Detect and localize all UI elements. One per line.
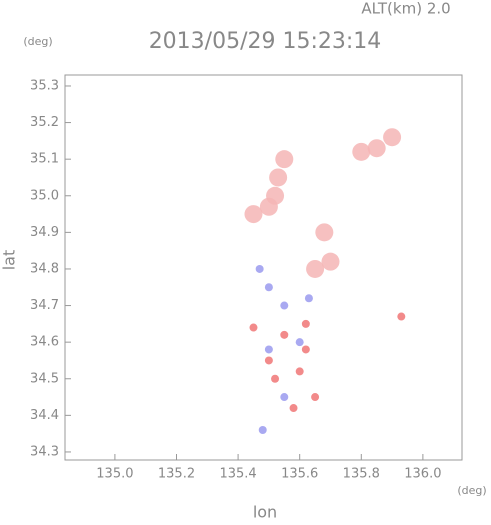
echo-point <box>321 252 340 271</box>
chart-title: 2013/05/29 15:23:14 <box>149 29 382 54</box>
y-tick-label: 35.2 <box>30 115 59 130</box>
echo-point <box>269 168 288 187</box>
y-tick-label: 35.1 <box>30 152 59 167</box>
echo-point <box>315 223 334 242</box>
echo-point <box>295 367 304 376</box>
echo-point <box>244 205 263 224</box>
echo-point <box>383 128 402 147</box>
echo-point <box>271 374 280 383</box>
echo-point <box>264 283 273 292</box>
x-tick-label: 136.0 <box>404 467 441 482</box>
plot-frame <box>64 74 463 461</box>
y-unit: (deg) <box>23 35 52 48</box>
echo-point <box>280 330 289 339</box>
x-unit: (deg) <box>457 484 486 497</box>
echo-point <box>289 404 298 413</box>
x-tick-label: 135.6 <box>281 467 318 482</box>
echo-point <box>258 425 267 434</box>
echo-point <box>264 356 273 365</box>
echo-point <box>311 393 320 402</box>
echo-point <box>367 139 386 158</box>
x-tick-label: 135.8 <box>343 467 380 482</box>
subtitle: ALT(km) 2.0 <box>361 0 450 18</box>
echo-point <box>397 312 406 321</box>
y-tick-label: 34.5 <box>30 371 59 386</box>
x-tick-label: 135.4 <box>219 467 256 482</box>
echo-point <box>259 197 278 216</box>
y-tick-label: 35.0 <box>30 188 59 203</box>
echo-point <box>306 259 325 278</box>
echo-point <box>255 264 264 273</box>
y-tick-label: 34.3 <box>30 444 59 459</box>
echo-point <box>264 345 273 354</box>
x-tick-label: 135.0 <box>96 467 133 482</box>
y-tick-label: 35.3 <box>30 78 59 93</box>
y-axis-label: lat <box>0 250 19 271</box>
echo-point <box>301 345 310 354</box>
x-axis-label: lon <box>253 503 277 522</box>
echo-point <box>352 142 371 161</box>
echo-point <box>249 323 258 332</box>
y-tick-label: 34.4 <box>30 408 59 423</box>
echo-point <box>304 294 313 303</box>
echo-point <box>295 338 304 347</box>
echo-point <box>301 319 310 328</box>
echo-point <box>280 301 289 310</box>
x-tick-label: 135.2 <box>158 467 195 482</box>
y-tick-label: 34.6 <box>30 335 59 350</box>
echo-point <box>275 150 294 169</box>
y-tick-label: 34.7 <box>30 298 59 313</box>
y-tick-label: 34.9 <box>30 225 59 240</box>
echo-point <box>280 393 289 402</box>
y-tick-label: 34.8 <box>30 261 59 276</box>
